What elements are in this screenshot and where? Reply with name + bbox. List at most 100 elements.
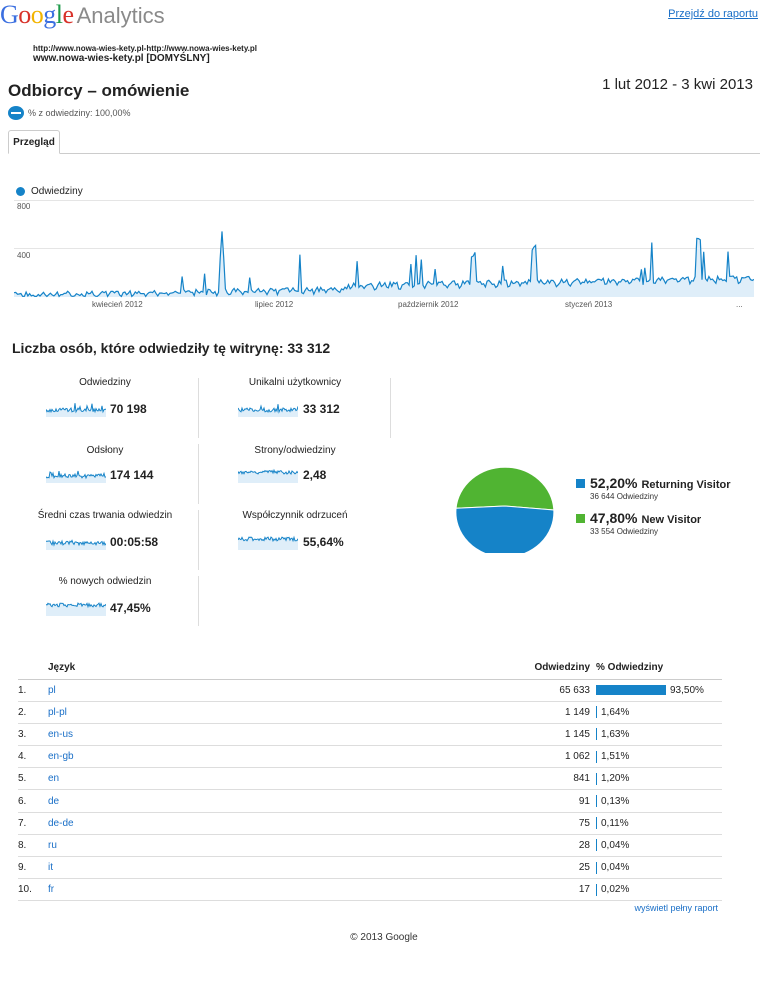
visits-line <box>14 231 754 298</box>
google-analytics-logo: Google Analytics <box>0 0 165 29</box>
sparkline-area <box>238 537 298 550</box>
language-link[interactable]: en-gb <box>48 751 74 763</box>
language-link[interactable]: fr <box>48 884 55 896</box>
metric-name: Średni czas trwania odwiedzin <box>37 510 173 521</box>
footer-copyright: © 2013 Google <box>350 932 418 943</box>
sparkline-line <box>46 403 106 414</box>
row-rank: 3. <box>18 723 48 747</box>
pct-label: 1,63% <box>601 728 630 740</box>
y-tick-label: 400 <box>17 251 31 260</box>
row-rank: 8. <box>18 834 48 858</box>
row-visits: 1 149 <box>468 701 590 724</box>
metric-separator <box>198 510 199 570</box>
legend-new-visitor: 47,80% New Visitor <box>576 510 701 526</box>
col-language: Język <box>48 657 468 680</box>
row-rank: 9. <box>18 856 48 880</box>
row-visits: 1 145 <box>468 723 590 747</box>
col-pct-visits: % Odwiedziny <box>590 657 722 680</box>
metric-value: 174 144 <box>110 468 154 482</box>
pct-label: 1,51% <box>601 751 630 763</box>
row-rank: 10. <box>18 878 48 902</box>
row-visits: 75 <box>468 812 590 835</box>
table-row: 9. it 25 0,04% <box>18 856 722 880</box>
language-link[interactable]: pl <box>48 684 56 696</box>
tab-divider <box>8 153 760 154</box>
sparkline-area <box>46 603 106 616</box>
row-pct: 93,50% <box>590 679 722 702</box>
metric-name: Unikalni użytkownicy <box>248 377 342 388</box>
row-visits: 25 <box>468 856 590 880</box>
pct-bar <box>596 706 597 719</box>
pie-slice-new-visitor <box>455 466 555 511</box>
language-table: Język Odwiedziny % Odwiedziny 1. pl 65 633… <box>18 657 722 902</box>
x-tick-label: styczeń 2013 <box>565 300 613 309</box>
new-visits: 33 554 Odwiedziny <box>590 527 659 536</box>
metric-value: 2,48 <box>303 468 327 482</box>
pie-slice-returning-visitor <box>455 505 555 553</box>
tab-overview[interactable]: Przegląd <box>8 130 60 154</box>
legend-returning-visitor: 52,20% Returning Visitor <box>576 475 731 491</box>
returning-label: Returning Visitor <box>641 479 731 491</box>
language-link[interactable]: de <box>48 795 60 807</box>
legend-swatch <box>16 187 25 196</box>
metric-name: Odsłony <box>86 445 124 456</box>
metrics-section-title: Liczba osób, które odwiedziły tę witrynę… <box>12 340 331 356</box>
pct-label: 0,04% <box>601 839 630 851</box>
language-link[interactable]: en <box>48 773 60 785</box>
metric-sparkline <box>46 539 106 550</box>
pct-bar <box>596 795 597 808</box>
segment-row: % z odwiedziny: 100,00% <box>8 106 131 120</box>
sparkline-line <box>238 468 298 476</box>
visitor-type-pie <box>455 466 555 553</box>
pct-bar <box>596 861 597 874</box>
metric-value: 47,45% <box>110 601 151 615</box>
metric-separator <box>390 378 391 438</box>
chart-legend: Odwiedziny <box>16 186 83 197</box>
metric-sparkline <box>46 403 106 417</box>
profile-name: www.nowa-wies-kety.pl [DOMYŚLNY] <box>33 53 210 64</box>
new-label: New Visitor <box>641 514 702 526</box>
row-rank: 1. <box>18 679 48 702</box>
language-link[interactable]: pl-pl <box>48 706 67 718</box>
pct-bar <box>596 750 597 763</box>
profile-url: http://www.nowa-wies-kety.pl-http://www.… <box>33 44 258 53</box>
row-visits: 28 <box>468 834 590 858</box>
row-pct: 1,64% <box>590 701 722 724</box>
table-row: 2. pl-pl 1 149 1,64% <box>18 701 722 724</box>
returning-pct: 52,20% <box>590 475 638 491</box>
returning-visits: 36 644 Odwiedziny <box>590 492 659 501</box>
table-row: 7. de-de 75 0,11% <box>18 812 722 835</box>
sparkline-line <box>238 535 298 543</box>
row-pct: 0,02% <box>590 878 722 902</box>
table-row: 4. en-gb 1 062 1,51% <box>18 745 722 769</box>
pct-label: 0,13% <box>601 795 630 807</box>
row-visits: 1 062 <box>468 745 590 769</box>
pct-bar <box>596 685 666 696</box>
logo-google: Google <box>0 0 74 29</box>
language-link[interactable]: it <box>48 862 53 874</box>
pct-bar <box>596 839 597 852</box>
row-pct: 0,04% <box>590 834 722 858</box>
metric-value: 00:05:58 <box>110 535 159 549</box>
language-link[interactable]: ru <box>48 839 57 851</box>
row-visits: 91 <box>468 789 590 813</box>
legend-swatch <box>576 479 585 488</box>
date-range: 1 lut 2012 - 3 kwi 2013 <box>602 76 753 93</box>
table-row: 6. de 91 0,13% <box>18 789 722 813</box>
metric-name: Współczynnik odrzuceń <box>242 510 348 521</box>
metric-value: 70 198 <box>110 402 147 416</box>
metric-separator <box>198 378 199 438</box>
pct-label: 0,04% <box>601 862 630 874</box>
language-link[interactable]: de-de <box>48 817 74 829</box>
table-row: 1. pl 65 633 93,50% <box>18 679 722 702</box>
pct-bar <box>596 728 597 741</box>
page-title: Odbiorcy – omówienie <box>8 81 190 100</box>
x-tick-label: lipiec 2012 <box>255 300 294 309</box>
metric-sparkline <box>238 404 298 417</box>
go-to-report-link[interactable]: Przejdź do raportu <box>668 8 758 20</box>
new-pct: 47,80% <box>590 510 638 526</box>
row-rank: 6. <box>18 789 48 813</box>
metric-sparkline <box>238 468 298 483</box>
view-full-report-link[interactable]: wyświetl pełny raport <box>634 903 718 913</box>
language-link[interactable]: en-us <box>48 728 74 740</box>
